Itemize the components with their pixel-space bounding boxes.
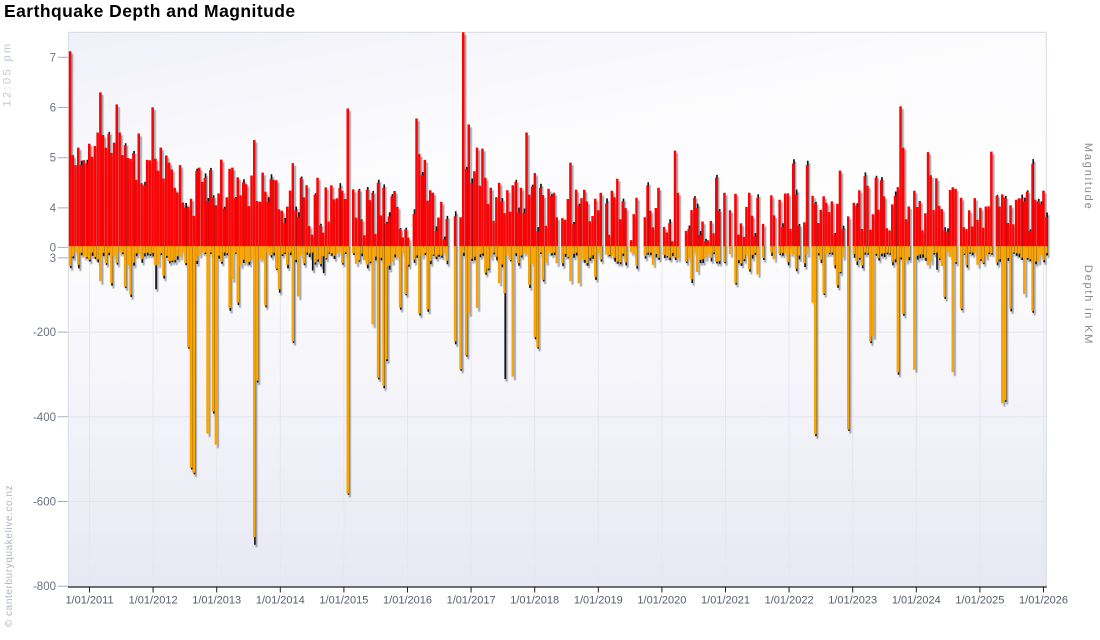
svg-text:1/01/2015: 1/01/2015 — [319, 595, 368, 607]
svg-text:-600: -600 — [33, 497, 56, 509]
svg-text:Depth in KM: Depth in KM — [1082, 265, 1094, 345]
svg-text:1/01/2016: 1/01/2016 — [383, 595, 432, 607]
svg-text:1/01/2014: 1/01/2014 — [256, 595, 305, 607]
svg-text:3: 3 — [50, 253, 56, 265]
svg-text:7: 7 — [50, 52, 56, 64]
svg-text:1/01/2025: 1/01/2025 — [955, 595, 1004, 607]
svg-text:-400: -400 — [33, 412, 56, 424]
svg-text:5: 5 — [50, 153, 56, 165]
svg-text:1/01/2011: 1/01/2011 — [65, 595, 113, 607]
svg-text:© canterburyquakelive.co.nz: © canterburyquakelive.co.nz — [4, 485, 15, 628]
svg-text:1/01/2024: 1/01/2024 — [892, 595, 941, 607]
svg-text:1/01/2019: 1/01/2019 — [574, 595, 623, 607]
svg-text:0: 0 — [50, 242, 56, 254]
svg-text:1/01/2018: 1/01/2018 — [510, 595, 559, 607]
svg-text:1/01/2017: 1/01/2017 — [447, 595, 496, 607]
svg-text:1/01/2020: 1/01/2020 — [637, 595, 686, 607]
svg-text:-800: -800 — [33, 581, 56, 593]
svg-text:1/01/2021: 1/01/2021 — [701, 595, 750, 607]
svg-text:1/01/2023: 1/01/2023 — [828, 595, 877, 607]
svg-text:1/01/2013: 1/01/2013 — [192, 595, 241, 607]
svg-text:12:05 pm: 12:05 pm — [2, 41, 14, 106]
svg-text:1/01/2012: 1/01/2012 — [129, 595, 178, 607]
svg-text:6: 6 — [50, 103, 56, 115]
svg-text:Earthquake Depth and Magnitude: Earthquake Depth and Magnitude — [4, 1, 296, 21]
svg-text:-200: -200 — [33, 327, 56, 339]
svg-text:1/01/2022: 1/01/2022 — [765, 595, 814, 607]
svg-text:4: 4 — [50, 203, 57, 215]
svg-text:Magnitude: Magnitude — [1082, 143, 1094, 211]
svg-text:1/01/2026: 1/01/2026 — [1019, 595, 1068, 607]
